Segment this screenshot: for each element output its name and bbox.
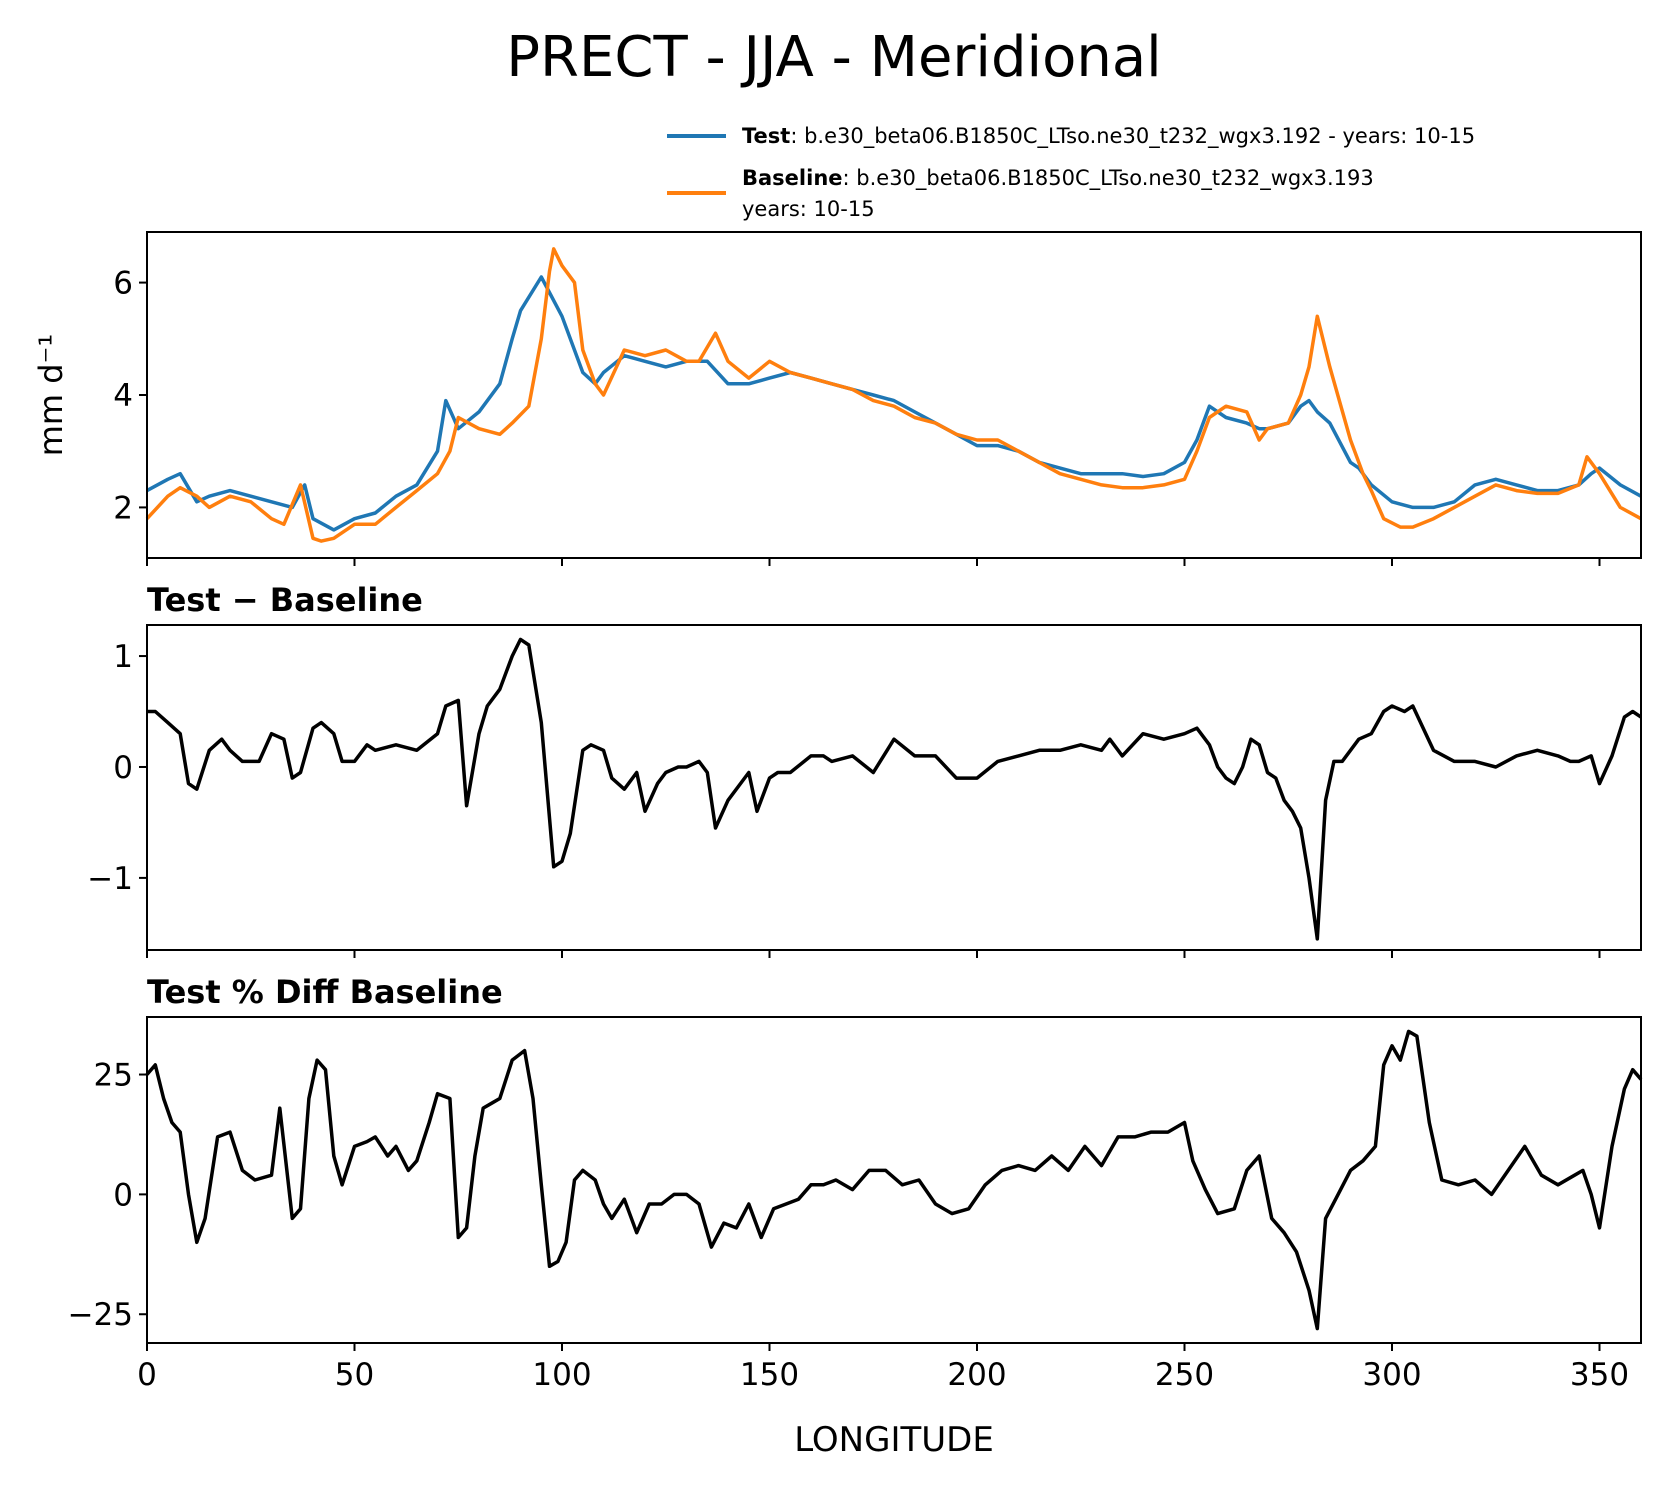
x-tick-label: 250	[1155, 1357, 1214, 1393]
y-tick-label: 1	[113, 639, 133, 675]
y-tick-label: 6	[113, 266, 133, 302]
panel-precipitation: 2 4 6 mm d⁻¹	[32, 231, 1642, 566]
y-tick-label: 0	[113, 1177, 133, 1213]
x-tick-label: 350	[1570, 1357, 1629, 1393]
x-tick-label: 0	[137, 1357, 157, 1393]
legend-baseline-text-line2: years: 10-15	[742, 197, 875, 221]
panel-title: Test % Diff Baseline	[147, 973, 503, 1011]
legend-baseline-text: : b.e30_beta06.B1850C_LTso.ne30_t232_wgx…	[843, 166, 1374, 191]
series-line-test-diff-baseline	[145, 1029, 1643, 1331]
x-tick-label: 150	[740, 1357, 799, 1393]
x-axis-label: LONGITUDE	[794, 1420, 994, 1460]
x-tick-label: 50	[335, 1357, 374, 1393]
series-line-baseline	[145, 247, 1642, 543]
legend-baseline-entry: Baseline: b.e30_beta06.B1850C_LTso.ne30_…	[742, 166, 1374, 191]
series-line-test-baseline	[147, 637, 1642, 941]
x-tick-label: 300	[1362, 1357, 1421, 1393]
legend-test-text: : b.e30_beta06.B1850C_LTso.ne30_t232_wgx…	[790, 124, 1475, 149]
series-line-test	[146, 275, 1642, 532]
chart-title: PRECT - JJA - Meridional	[506, 25, 1161, 90]
legend-test-label: Test	[742, 124, 790, 148]
y-axis-label: mm d⁻¹	[32, 334, 70, 457]
panel-title: Test − Baseline	[147, 581, 423, 619]
legend-test-entry: Test: b.e30_beta06.B1850C_LTso.ne30_t232…	[742, 124, 1475, 149]
y-tick-label: −1	[87, 861, 133, 897]
y-tick-label: 4	[113, 378, 133, 414]
x-tick-label: 200	[947, 1357, 1006, 1393]
panel-difference: −1 0 1 Test − Baseline	[87, 581, 1642, 958]
legend-baseline-label: Baseline	[742, 166, 843, 190]
y-tick-label: −25	[68, 1297, 133, 1333]
y-tick-label: 25	[94, 1058, 133, 1094]
axes-frame	[146, 1016, 1642, 1344]
axes-frame	[146, 624, 1642, 951]
y-tick-label: 2	[113, 490, 133, 526]
legend: Test: b.e30_beta06.B1850C_LTso.ne30_t232…	[667, 124, 1475, 221]
x-tick-label: 100	[532, 1357, 591, 1393]
y-tick-label: 0	[113, 750, 133, 786]
